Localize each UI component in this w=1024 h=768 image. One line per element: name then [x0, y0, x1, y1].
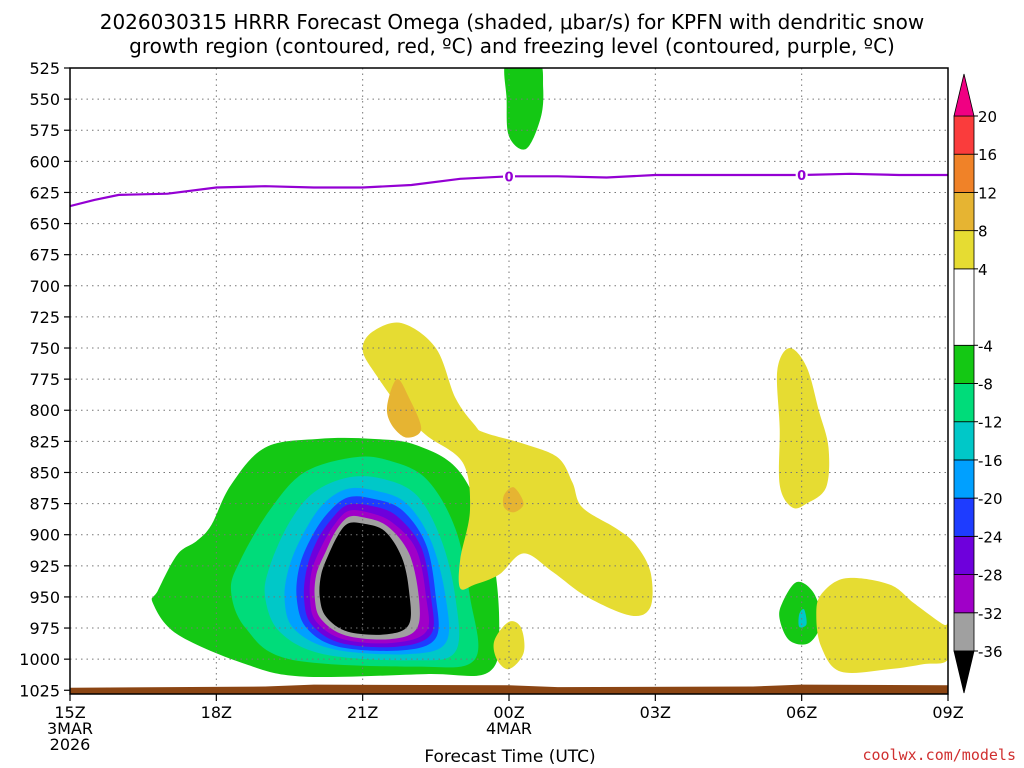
y-tick-label: 700: [29, 277, 60, 296]
y-tick-label: 900: [29, 526, 60, 545]
colorbar-tick-label: 16: [978, 146, 997, 164]
colorbar-tick-label: 8: [978, 223, 988, 241]
colorbar-segment: [953, 459, 975, 499]
omega-shaded-region: [319, 522, 411, 635]
y-tick-label: 1000: [19, 650, 60, 669]
x-axis-title: Forecast Time (UTC): [424, 747, 595, 767]
y-axis: 525 550 575 600 625 650 675 700 725 750 775 800 825 8…: [19, 59, 70, 700]
y-tick-label: 750: [29, 339, 60, 358]
x-tick-label: 3MAR: [47, 719, 93, 738]
y-tick-label: 575: [29, 121, 60, 140]
colorbar-segment: [953, 612, 975, 652]
freezing-level-label: 0: [797, 169, 806, 184]
y-tick-label: 625: [29, 183, 60, 202]
colorbar-tick-label: -28: [978, 567, 1003, 585]
colorbar-segment: [953, 344, 975, 384]
colorbar-tick-label: -16: [978, 452, 1003, 470]
colorbar-segment: [953, 535, 975, 575]
chart-title-line-1: 2026030315 HRRR Forecast Omega (shaded, …: [100, 10, 925, 34]
colorbar-tick-label: -36: [978, 643, 1003, 661]
site-credit: coolwx.com/models: [862, 746, 1016, 764]
colorbar-tick-label: 4: [978, 261, 988, 279]
chart-title-line-2: growth region (contoured, red, ºC) and f…: [129, 34, 895, 58]
colorbar-segment: [953, 230, 975, 270]
omega-shaded-region: [502, 487, 524, 513]
colorbar-segment: [953, 268, 975, 346]
colorbar-tick-label: -4: [978, 337, 993, 355]
colorbar: -36 -32 -28 -24 -20 -16 -12 -8 -4 4 8 12 16 20: [953, 73, 1003, 694]
y-tick-label: 950: [29, 588, 60, 607]
y-tick-label: 550: [29, 90, 60, 109]
colorbar-upper-extend: [953, 73, 975, 117]
colorbar-segment: [953, 574, 975, 614]
y-tick-label: 1025: [19, 681, 60, 700]
freezing-level-label-bg: [795, 168, 808, 183]
y-tick-label: 825: [29, 432, 60, 451]
colorbar-tick-label: 20: [978, 108, 997, 126]
y-tick-label: 675: [29, 246, 60, 265]
x-tick-label: 00Z: [493, 703, 524, 722]
terrain-surface: [70, 684, 948, 694]
x-tick-label: 06Z: [786, 703, 817, 722]
colorbar-segment: [953, 497, 975, 537]
colorbar-segment: [953, 192, 975, 232]
y-tick-label: 875: [29, 495, 60, 514]
omega-shaded-region: [504, 68, 544, 150]
y-tick-label: 775: [29, 370, 60, 389]
colorbar-lower-extend: [953, 650, 975, 694]
omega-shaded-region: [776, 347, 830, 509]
x-tick-label: 21Z: [347, 703, 378, 722]
y-tick-label: 975: [29, 619, 60, 638]
y-tick-label: 850: [29, 463, 60, 482]
omega-shaded-regions: [151, 68, 948, 678]
colorbar-tick-label: -32: [978, 605, 1003, 623]
y-tick-label: 925: [29, 557, 60, 576]
colorbar-segment: [953, 421, 975, 461]
omega-shaded-region: [362, 322, 653, 617]
terrain-layer: [70, 684, 948, 694]
freezing-level-label: 0: [504, 170, 513, 185]
y-tick-label: 800: [29, 401, 60, 420]
x-tick-label: 03Z: [640, 703, 671, 722]
omega-shaded-region: [816, 577, 948, 673]
x-tick-label: 15Z: [54, 703, 85, 722]
colorbar-segment: [953, 115, 975, 155]
x-tick-label: 18Z: [201, 703, 232, 722]
x-tick-label: 09Z: [932, 703, 963, 722]
colorbar-tick-label: -20: [978, 490, 1003, 508]
colorbar-segment: [953, 153, 975, 193]
omega-shaded-region: [798, 608, 807, 628]
y-tick-label: 650: [29, 215, 60, 234]
freezing-level-label-bg: [503, 169, 515, 184]
colorbar-segment: [953, 383, 975, 423]
freezing-level-line: [70, 172, 948, 208]
omega-shaded-region: [386, 378, 422, 438]
colorbar-tick-label: -24: [978, 528, 1003, 546]
y-tick-label: 600: [29, 152, 60, 171]
omega-shaded-region: [493, 621, 525, 670]
colorbar-tick-label: 12: [978, 184, 997, 202]
y-tick-label: 525: [29, 59, 60, 78]
colorbar-tick-label: -8: [978, 376, 993, 394]
colorbar-tick-label: -12: [978, 414, 1003, 432]
x-tick-label: 2026: [50, 735, 91, 754]
x-tick-label: 4MAR: [486, 719, 532, 738]
y-tick-label: 725: [29, 308, 60, 327]
